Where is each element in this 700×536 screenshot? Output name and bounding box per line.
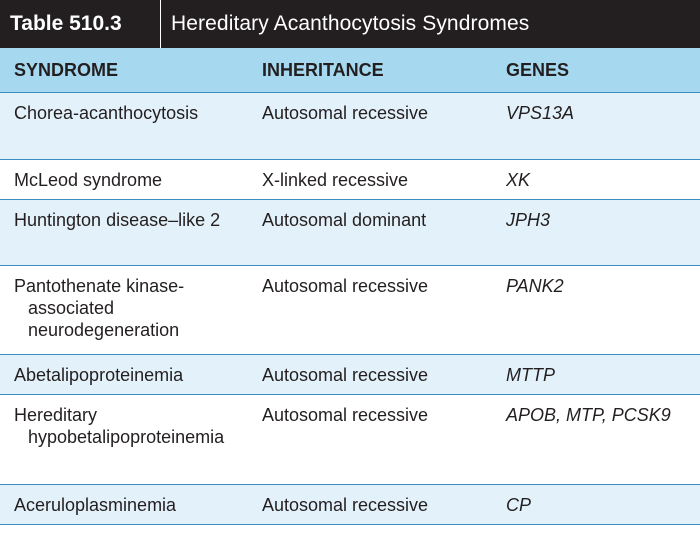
inheritance-cell: Autosomal recessive (248, 354, 492, 395)
header-syndrome: SYNDROME (0, 48, 248, 93)
inheritance-cell: Autosomal recessive (248, 92, 492, 160)
genes-cell: XK (492, 159, 700, 200)
inheritance-cell: Autosomal dominant (248, 199, 492, 266)
table-container: SYNDROME INHERITANCE GENES Chorea-acanth… (0, 48, 700, 525)
syndrome-text: Hereditary hypobetalipoproteinemia (14, 405, 225, 447)
table-row: Chorea-acanthocytosis Autosomal recessiv… (0, 92, 700, 160)
syndrome-text: Chorea-acanthocytosis (14, 103, 199, 123)
syndrome-cell: McLeod syndrome (0, 159, 248, 200)
table-row: McLeod syndrome X-linked recessive XK (0, 159, 700, 200)
header-genes: GENES (492, 48, 700, 93)
genes-text: APOB, MTP, PCSK9 (506, 405, 671, 425)
genes-cell: VPS13A (492, 92, 700, 160)
genes-cell: PANK2 (492, 265, 700, 355)
genes-cell: CP (492, 484, 700, 525)
syndrome-cell: Pantothenate kinase-associated neurodege… (0, 265, 248, 355)
syndrome-cell: Aceruloplasminemia (0, 484, 248, 525)
table-row: Abetalipoproteinemia Autosomal recessive… (0, 354, 700, 395)
table-header: SYNDROME INHERITANCE GENES (0, 48, 700, 93)
table-title: Hereditary Acanthocytosis Syndromes (171, 12, 530, 35)
syndrome-text: Abetalipoproteinemia (14, 365, 184, 385)
header-inheritance: INHERITANCE (248, 48, 492, 93)
syndrome-cell: Huntington disease–like 2 (0, 199, 248, 266)
inheritance-cell: Autosomal recessive (248, 484, 492, 525)
syndrome-text: Pantothenate kinase-associated neurodege… (14, 276, 185, 340)
syndrome-cell: Chorea-acanthocytosis (0, 92, 248, 160)
table-row: Aceruloplasminemia Autosomal recessive C… (0, 484, 700, 525)
inheritance-cell: X-linked recessive (248, 159, 492, 200)
header-row: SYNDROME INHERITANCE GENES (0, 48, 700, 93)
inheritance-cell: Autosomal recessive (248, 265, 492, 355)
genes-cell: APOB, MTP, PCSK9 (492, 394, 700, 485)
table-body: Chorea-acanthocytosis Autosomal recessiv… (0, 92, 700, 525)
syndrome-text: Aceruloplasminemia (14, 495, 177, 515)
syndrome-text: McLeod syndrome (14, 170, 163, 190)
table-number: Table 510.3 (10, 12, 122, 35)
genes-cell: JPH3 (492, 199, 700, 266)
syndrome-text: Huntington disease–like 2 (14, 210, 221, 230)
genes-cell: MTTP (492, 354, 700, 395)
inheritance-cell: Autosomal recessive (248, 394, 492, 485)
acanthocytosis-table: SYNDROME INHERITANCE GENES Chorea-acanth… (0, 48, 700, 525)
syndrome-cell: Abetalipoproteinemia (0, 354, 248, 395)
syndrome-cell: Hereditary hypobetalipoproteinemia (0, 394, 248, 485)
table-row: Pantothenate kinase-associated neurodege… (0, 265, 700, 355)
table-row: Huntington disease–like 2 Autosomal domi… (0, 199, 700, 266)
table-row: Hereditary hypobetalipoproteinemia Autos… (0, 394, 700, 485)
title-divider (160, 0, 161, 48)
table-title-bar: Table 510.3 Hereditary Acanthocytosis Sy… (0, 0, 700, 48)
